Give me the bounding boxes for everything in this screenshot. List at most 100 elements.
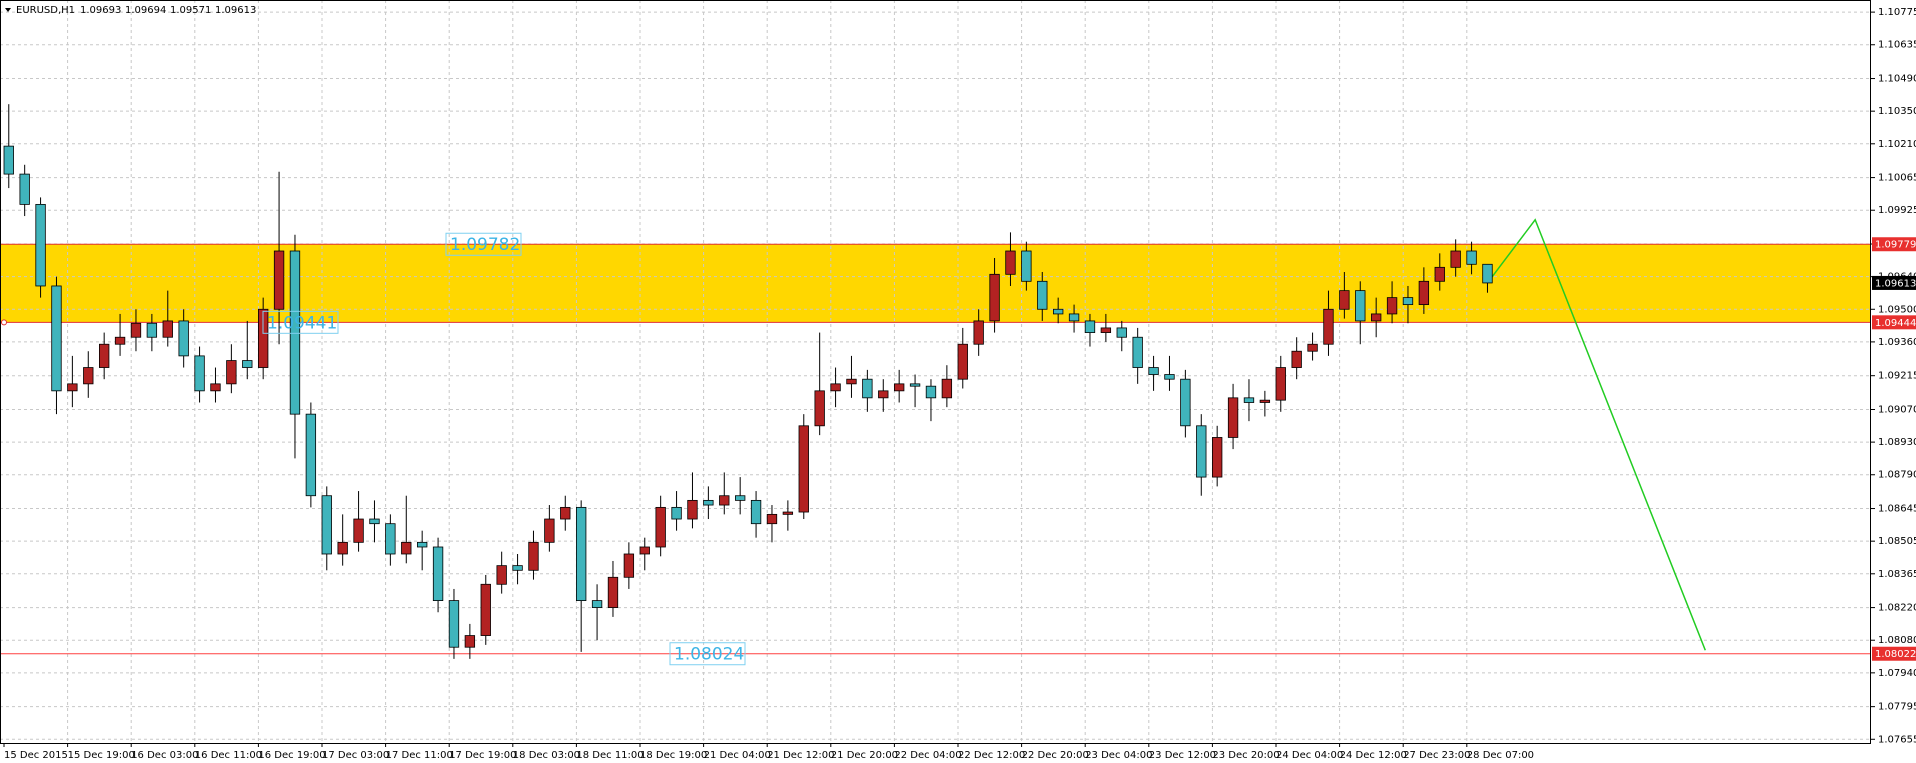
current-price-tag: 1.09613: [1875, 278, 1916, 289]
x-tick-label: 23 Dec 04:00: [1085, 750, 1152, 761]
candle-body: [941, 378, 953, 399]
candle-body: [51, 285, 62, 392]
candle-body: [1005, 250, 1016, 275]
x-tick-label: 18 Dec 19:00: [640, 750, 707, 761]
candle-body: [623, 553, 635, 578]
candle-body: [607, 576, 619, 608]
candle-body: [1053, 308, 1064, 315]
x-tick-label: 23 Dec 20:00: [1212, 750, 1279, 761]
candle-body: [83, 367, 94, 385]
candle-body: [1323, 308, 1334, 345]
grid-layer: [0, 0, 1871, 743]
resistance-zone: [0, 244, 1871, 323]
candle-body: [416, 541, 428, 548]
candle-body: [989, 273, 1000, 322]
candle-body: [448, 600, 460, 648]
candle-body: [830, 383, 841, 392]
candle-body: [1037, 280, 1048, 310]
y-tick-label: 1.08365: [1878, 569, 1916, 580]
labels-layer: 1.09782 1.09441 1.08024: [262, 232, 746, 666]
candle-body: [639, 546, 650, 555]
x-tick-label: 16 Dec 03:00: [131, 750, 198, 761]
y-tick-label: 1.08790: [1878, 470, 1916, 481]
candle-body: [1180, 378, 1191, 427]
zone-layer: [0, 244, 1871, 323]
candle-body: [782, 511, 794, 515]
last-open: 1.09693: [80, 5, 121, 16]
candle-body: [1132, 336, 1143, 368]
y-tick-label: 1.08080: [1878, 635, 1916, 646]
x-tick-label: 15 Dec 2015: [4, 750, 68, 761]
candle-body: [1021, 250, 1032, 282]
candle-body: [1243, 397, 1255, 403]
candle-body: [703, 499, 714, 506]
candle-body: [1466, 250, 1477, 265]
candle-body: [1227, 397, 1239, 438]
x-tick-label: 24 Dec 04:00: [1276, 750, 1343, 761]
level-label-box: [445, 232, 522, 256]
candle-body: [909, 383, 921, 387]
x-tick-label: 23 Dec 12:00: [1149, 750, 1216, 761]
candle-body: [337, 541, 348, 555]
last-low: 1.09571: [170, 5, 211, 16]
candle-body: [544, 518, 555, 543]
y-tick-label: 1.09215: [1878, 371, 1916, 382]
candle-body: [194, 355, 205, 392]
y-tick-label: 1.10210: [1878, 139, 1916, 150]
candle-body: [862, 378, 873, 399]
zone-top-tag-box: [1872, 237, 1916, 252]
x-tick-label: 28 Dec 07:00: [1467, 750, 1534, 761]
y-tick-label: 1.10775: [1878, 7, 1916, 18]
x-tick-label: 22 Dec 12:00: [958, 750, 1025, 761]
candle-body: [1084, 320, 1096, 333]
candle-body: [750, 499, 762, 525]
zone-bottom-tag: 1.09444: [1875, 318, 1916, 329]
x-tick-label: 24 Dec 12:00: [1340, 750, 1407, 761]
y-tick-label: 1.10490: [1878, 74, 1916, 85]
level-label: 1.08024: [674, 645, 744, 665]
candle-body: [925, 385, 937, 399]
x-tick-label: 17 Dec 19:00: [449, 750, 516, 761]
candle-body: [1434, 266, 1445, 282]
candle-body: [3, 145, 14, 175]
y-tick-label: 1.09925: [1878, 205, 1916, 216]
candle-body: [178, 320, 189, 357]
candle-body: [894, 383, 905, 392]
candle-body: [1307, 343, 1318, 352]
y-tick-label: 1.07795: [1878, 702, 1916, 713]
zone-anchor: [1, 319, 7, 326]
candle-body: [798, 425, 809, 513]
candle-body: [766, 513, 778, 525]
candle-body: [480, 583, 491, 636]
y-tick-label: 1.07940: [1878, 668, 1916, 679]
x-tick-label: 27 Dec 23:00: [1403, 750, 1470, 761]
candle-body: [1339, 290, 1350, 310]
candle-body: [1450, 250, 1461, 268]
y-tick-label: 1.10635: [1878, 40, 1916, 51]
symbol: EURUSD,H1: [16, 5, 75, 16]
x-tick-label: 16 Dec 11:00: [195, 750, 262, 761]
candle-body: [814, 390, 825, 427]
y-tick-label: 1.10065: [1878, 173, 1916, 184]
candle-body: [67, 383, 78, 392]
candle-body: [210, 383, 221, 392]
candle-body: [289, 250, 301, 415]
x-tick-label: 15 Dec 19:00: [68, 750, 135, 761]
candle-body: [1164, 374, 1175, 380]
y-tick-label: 1.08930: [1878, 437, 1916, 448]
level-label-box: [669, 642, 746, 666]
candle-body: [512, 565, 523, 571]
candle-body: [19, 173, 30, 205]
y-tick-label: 1.08220: [1878, 603, 1916, 614]
x-tick-label: 18 Dec 03:00: [513, 750, 580, 761]
candle-body: [99, 343, 110, 368]
candle-body: [719, 495, 730, 506]
candle-body: [1259, 399, 1271, 403]
candle-body: [1402, 297, 1414, 306]
x-tick-label: 21 Dec 04:00: [704, 750, 771, 761]
candle-body: [1212, 437, 1223, 478]
candle-body: [1148, 367, 1159, 375]
candle-body: [1355, 290, 1366, 322]
support-tag-box: [1872, 646, 1916, 661]
